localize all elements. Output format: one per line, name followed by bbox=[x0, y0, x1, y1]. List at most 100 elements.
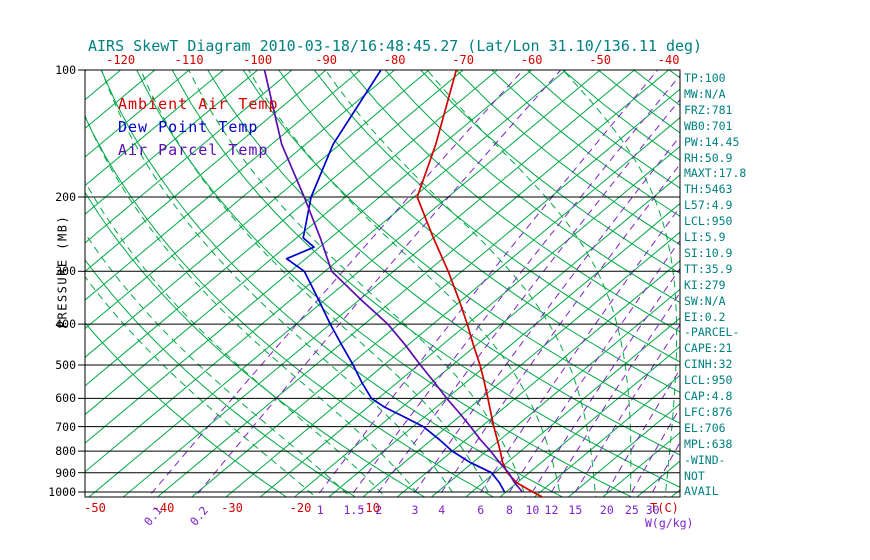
mixing-ratio-tick-label: 30 bbox=[645, 503, 660, 517]
mixing-ratio-line bbox=[505, 239, 680, 497]
stats-line: -WIND- bbox=[684, 452, 726, 467]
temp-unit-label: T(C) bbox=[650, 501, 679, 515]
stats-line: LCL:950 bbox=[684, 373, 733, 388]
stats-line: LFC:876 bbox=[684, 404, 733, 419]
top-temp-tick-label: -80 bbox=[383, 53, 406, 67]
stats-line: AVAIL bbox=[684, 484, 719, 499]
isotherm-line bbox=[85, 70, 395, 330]
bottom-temp-tick-label: -30 bbox=[221, 501, 243, 515]
mixing-ratio-tick-label: 6 bbox=[477, 503, 485, 517]
mixing-ratio-line bbox=[349, 74, 680, 497]
isotherm-line bbox=[568, 403, 680, 497]
mixing-ratio-line bbox=[374, 98, 680, 497]
pressure-tick-label: 200 bbox=[55, 190, 76, 205]
isotherm-line bbox=[294, 174, 680, 497]
isotherm-line bbox=[259, 145, 680, 497]
stats-line: PW:14.45 bbox=[684, 134, 740, 149]
pressure-tick-label: 600 bbox=[55, 391, 76, 406]
bottom-temp-tick-label: -40 bbox=[152, 501, 175, 515]
dry-adiabat-line bbox=[313, 70, 680, 363]
isotherm-line bbox=[191, 88, 680, 497]
pressure-grid bbox=[78, 69, 681, 498]
dry-adiabat-line bbox=[633, 70, 680, 106]
stats-line: LCL:950 bbox=[684, 214, 733, 229]
mixing-ratio-line bbox=[476, 206, 680, 497]
pressure-tick-label: 300 bbox=[55, 264, 76, 279]
dry-adiabat-line bbox=[455, 70, 680, 246]
isotherm-line bbox=[85, 70, 190, 158]
mixing-ratio-tick-label: 25 bbox=[624, 503, 639, 517]
isotherm-line bbox=[636, 460, 680, 497]
top-temp-tick-label: -110 bbox=[174, 53, 204, 67]
stats-line: L57:4.9 bbox=[684, 198, 733, 213]
stats-line: MAXT:17.8 bbox=[684, 166, 747, 181]
dry-adiabat-line bbox=[278, 70, 680, 393]
stats-line: -PARCEL- bbox=[684, 325, 740, 340]
mixing-ratio-tick-label: 15 bbox=[568, 503, 583, 517]
stats-line: TP:100 bbox=[684, 71, 726, 85]
stats-line: EI:0.2 bbox=[684, 309, 726, 324]
stats-line: TT:35.9 bbox=[684, 261, 733, 276]
isotherm-line bbox=[85, 70, 258, 215]
isotherm-line bbox=[431, 288, 680, 497]
pressure-tick-label: 1000 bbox=[48, 485, 76, 499]
stats-line: FRZ:781 bbox=[684, 102, 733, 117]
legend-air-parcel-temp: Air Parcel Temp bbox=[118, 141, 269, 159]
dewpoint-curve bbox=[285, 70, 506, 493]
dry-adiabat-line bbox=[491, 70, 680, 217]
moist-adiabat-line bbox=[85, 275, 317, 497]
top-temp-tick-label: -70 bbox=[452, 53, 474, 67]
stats-line: SI:10.9 bbox=[684, 245, 733, 260]
plot-frame bbox=[84, 69, 681, 498]
stats-line: CAP:4.8 bbox=[684, 389, 733, 403]
mixing-ratio-tick-label: 20 bbox=[599, 503, 614, 517]
dry-adiabat-line bbox=[242, 70, 680, 424]
legend-ambient-air-temp: Ambient Air Temp bbox=[118, 95, 279, 113]
mixing-ratio-tick-label: 12 bbox=[544, 503, 559, 517]
dry-adiabat-line bbox=[420, 70, 680, 274]
top-temp-tick-label: -60 bbox=[520, 53, 543, 67]
isotherm-line bbox=[85, 70, 327, 273]
moist-adiabat-line bbox=[248, 70, 562, 497]
isotherm-line bbox=[533, 374, 680, 497]
pressure-tick-label: 800 bbox=[55, 444, 76, 459]
isotherm-line bbox=[85, 70, 224, 187]
isotherm-line bbox=[499, 345, 680, 497]
top-temp-tick-label: -120 bbox=[106, 53, 136, 67]
mixing-ratio-tick-label: 4 bbox=[438, 503, 446, 517]
isotherm-line bbox=[396, 260, 680, 497]
mixing-ratio-tick-label: 1.5 bbox=[343, 503, 365, 517]
pressure-tick-label: 700 bbox=[55, 419, 76, 434]
top-temp-tick-label: -50 bbox=[589, 53, 611, 67]
isotherm-line bbox=[85, 70, 293, 244]
mixing-ratio-tick-label: 10 bbox=[525, 503, 540, 517]
mixing-ratio-line bbox=[628, 407, 680, 497]
dry-adiabat-line bbox=[207, 70, 680, 456]
isotherm-line bbox=[328, 202, 680, 497]
dry-adiabat-line bbox=[349, 70, 680, 333]
mixing-ratio-unit-label: W(g/kg) bbox=[645, 516, 694, 530]
stats-line: NOT bbox=[684, 468, 705, 483]
stats-line: MW:N/A bbox=[684, 86, 726, 101]
isotherm-line bbox=[465, 317, 680, 497]
bottom-temp-tick-label: -20 bbox=[289, 501, 312, 515]
pressure-tick-label: 100 bbox=[55, 63, 76, 77]
mixing-ratio-tick-label: 1 bbox=[316, 503, 324, 517]
stats-line: EL:706 bbox=[684, 420, 726, 435]
pressure-tick-label: 400 bbox=[55, 317, 76, 332]
stats-line: SW:N/A bbox=[684, 293, 726, 308]
isotherm-line bbox=[85, 70, 464, 387]
parcel-temp-curve bbox=[263, 70, 524, 493]
isotherm-line bbox=[85, 70, 361, 301]
mixing-ratio-tick-label: 8 bbox=[506, 503, 513, 517]
isotherm-line bbox=[85, 70, 532, 444]
stats-line: MPL:638 bbox=[684, 436, 733, 451]
stats-line: CAPE:21 bbox=[684, 341, 733, 356]
isotherm-line bbox=[362, 231, 680, 497]
stats-line: CINH:32 bbox=[684, 357, 733, 372]
sounding-curves bbox=[263, 70, 545, 497]
moist-adiabat-line bbox=[188, 70, 527, 497]
top-temp-tick-label: -100 bbox=[243, 53, 273, 67]
stats-line: WB0:701 bbox=[684, 118, 733, 133]
isotherm-line bbox=[85, 70, 498, 416]
